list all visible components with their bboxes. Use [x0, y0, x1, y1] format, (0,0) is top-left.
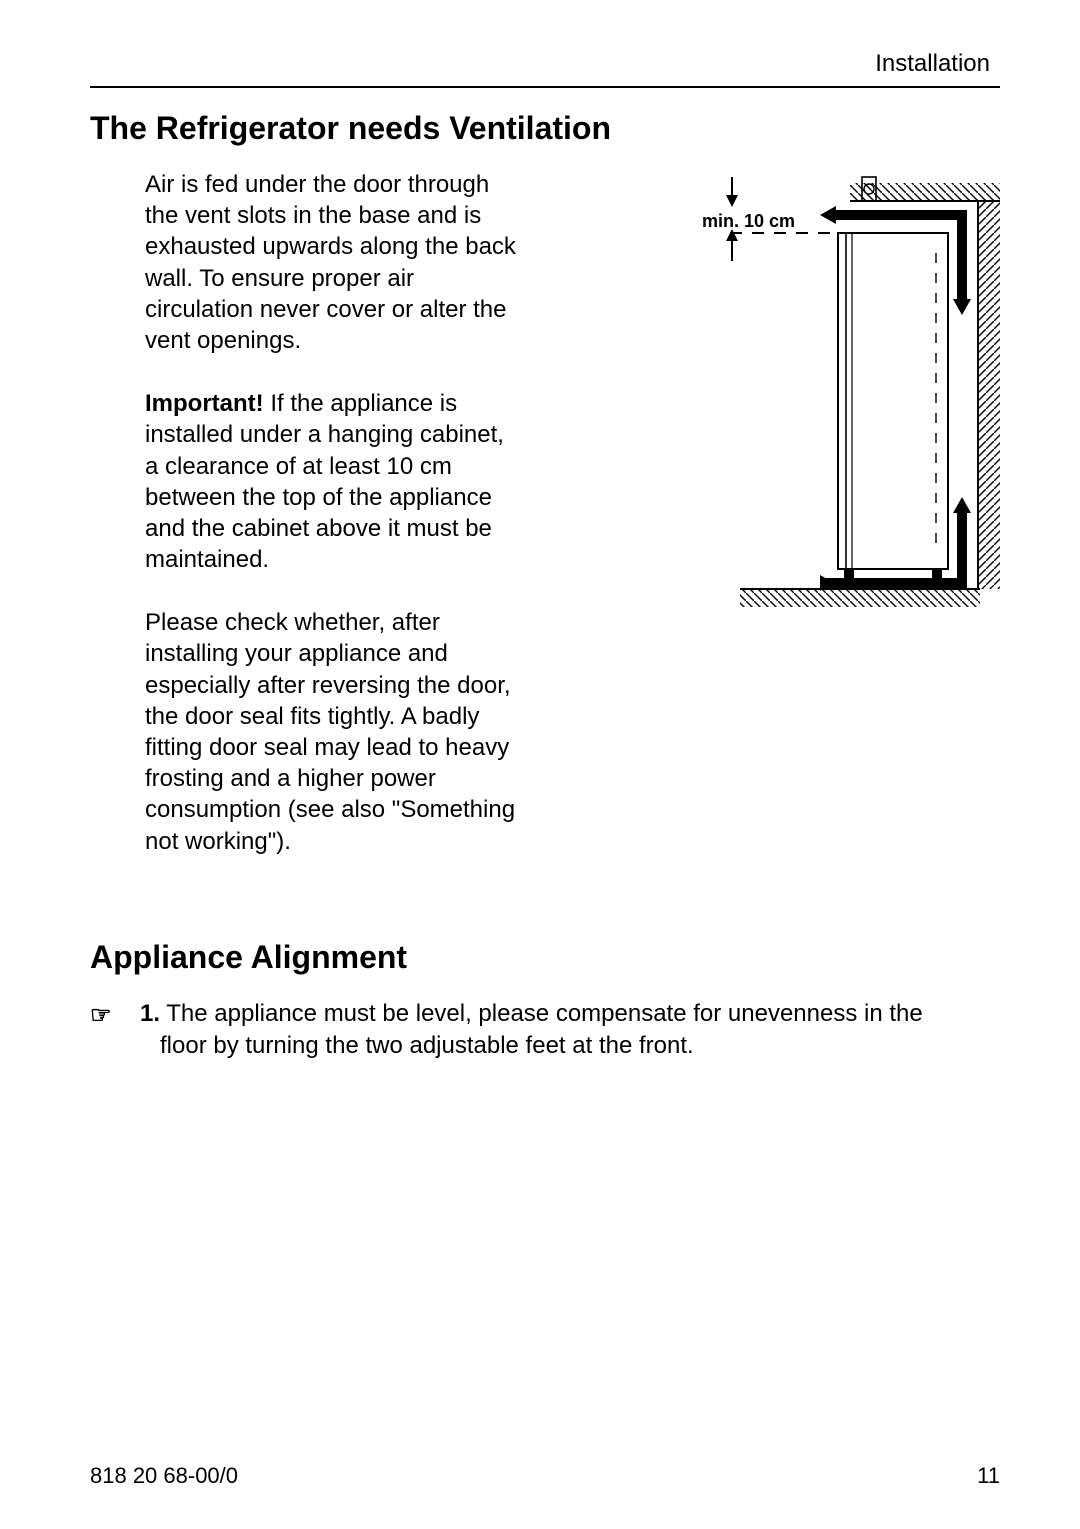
- alignment-step-number: 1.: [140, 1000, 160, 1027]
- alignment-step-line1: The appliance must be level, please comp…: [166, 1000, 922, 1027]
- pointer-icon: ☞: [90, 998, 128, 1063]
- header-section-label: Installation: [90, 50, 1000, 78]
- alignment-title: Appliance Alignment: [90, 939, 1000, 976]
- header-rule: [90, 86, 1000, 88]
- ventilation-p2: Important! If the appliance is installed…: [145, 388, 520, 575]
- ventilation-diagram-column: min. 10 cm: [548, 169, 1000, 889]
- alignment-block: ☞ 1. The appliance must be level, please…: [90, 998, 1000, 1063]
- ventilation-text-column: Air is fed under the door through the ve…: [90, 169, 520, 889]
- svg-text:min. 10 cm: min. 10 cm: [702, 211, 795, 231]
- footer-page-number: 11: [977, 1463, 1000, 1489]
- ventilation-p3: Please check whether, after installing y…: [145, 607, 520, 857]
- ventilation-diagram: min. 10 cm: [690, 169, 1000, 614]
- alignment-text: 1. The appliance must be level, please c…: [140, 998, 923, 1063]
- ventilation-p2-body: If the appliance is installed under a ha…: [145, 390, 504, 573]
- ventilation-p2-lead: Important!: [145, 390, 264, 417]
- page-footer: 818 20 68-00/0 11: [90, 1463, 1000, 1489]
- footer-doc-id: 818 20 68-00/0: [90, 1463, 238, 1489]
- page: Installation The Refrigerator needs Vent…: [0, 0, 1080, 1529]
- ventilation-p1: Air is fed under the door through the ve…: [145, 169, 520, 356]
- ventilation-title: The Refrigerator needs Ventilation: [90, 110, 1000, 147]
- alignment-step-line2: floor by turning the two adjustable feet…: [140, 1030, 923, 1062]
- ventilation-row: Air is fed under the door through the ve…: [90, 169, 1000, 889]
